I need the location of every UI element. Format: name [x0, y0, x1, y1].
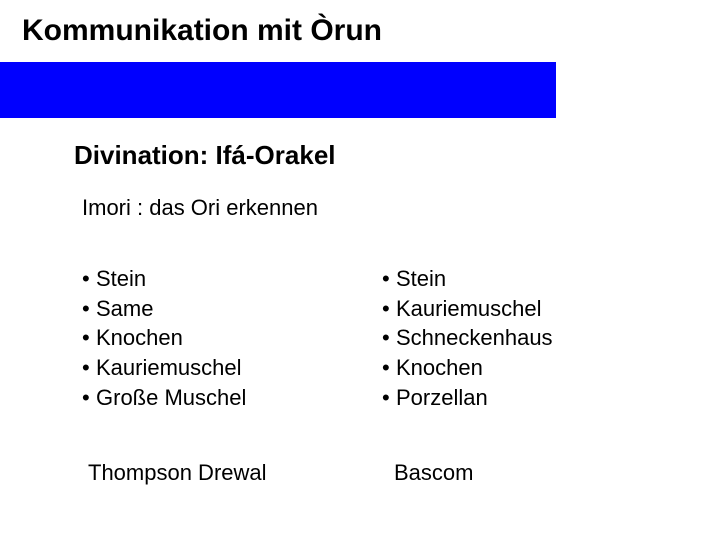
list-item-label: Porzellan: [396, 385, 488, 410]
right-column: •Stein •Kauriemuschel •Schneckenhaus •Kn…: [382, 264, 642, 412]
list-item: •Porzellan: [382, 383, 642, 413]
list-item-label: Knochen: [96, 325, 183, 350]
left-column: •Stein •Same •Knochen •Kauriemuschel •Gr…: [82, 264, 382, 412]
list-item: •Knochen: [82, 323, 382, 353]
bullet-icon: •: [82, 383, 96, 413]
decorative-bar: [0, 62, 556, 118]
list-item-label: Stein: [396, 266, 446, 291]
list-item: •Stein: [82, 264, 382, 294]
list-item: •Kauriemuschel: [382, 294, 642, 324]
list-item: •Knochen: [382, 353, 642, 383]
right-source: Bascom: [388, 460, 648, 486]
list-item-label: Große Muschel: [96, 385, 246, 410]
right-list: •Stein •Kauriemuschel •Schneckenhaus •Kn…: [382, 264, 642, 412]
bullet-icon: •: [382, 323, 396, 353]
list-item: •Stein: [382, 264, 642, 294]
bullet-icon: •: [382, 294, 396, 324]
list-item-label: Schneckenhaus: [396, 325, 553, 350]
source-row: Thompson Drewal Bascom: [88, 460, 648, 486]
subheading: Imori : das Ori erkennen: [82, 195, 318, 221]
left-list: •Stein •Same •Knochen •Kauriemuschel •Gr…: [82, 264, 382, 412]
bullet-icon: •: [82, 353, 96, 383]
list-item: •Schneckenhaus: [382, 323, 642, 353]
list-item: •Same: [82, 294, 382, 324]
list-item: •Große Muschel: [82, 383, 382, 413]
bullet-icon: •: [382, 353, 396, 383]
subtitle: Divination: Ifá-Orakel: [74, 140, 336, 171]
columns-container: •Stein •Same •Knochen •Kauriemuschel •Gr…: [82, 264, 642, 412]
list-item-label: Same: [96, 296, 153, 321]
list-item-label: Kauriemuschel: [96, 355, 242, 380]
list-item-label: Knochen: [396, 355, 483, 380]
bullet-icon: •: [382, 264, 396, 294]
list-item: •Kauriemuschel: [82, 353, 382, 383]
bullet-icon: •: [382, 383, 396, 413]
bullet-icon: •: [82, 294, 96, 324]
page-title: Kommunikation mit Òrun: [22, 14, 382, 48]
left-source: Thompson Drewal: [88, 460, 388, 486]
bullet-icon: •: [82, 323, 96, 353]
list-item-label: Kauriemuschel: [396, 296, 542, 321]
list-item-label: Stein: [96, 266, 146, 291]
bullet-icon: •: [82, 264, 96, 294]
